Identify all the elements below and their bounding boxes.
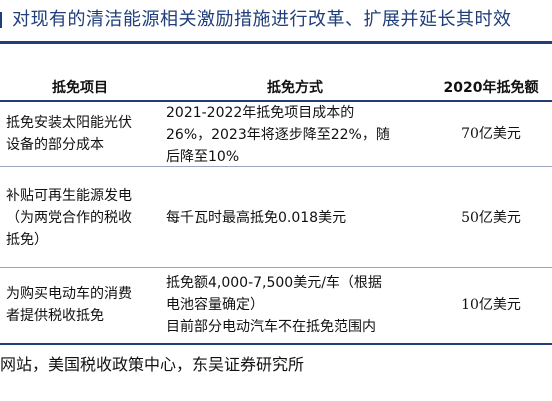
- text-line: 抵免）: [6, 232, 48, 248]
- text-line: 后降至10%: [166, 149, 240, 165]
- source-note: 网站，美国税收政策中心，东吴证券研究所: [0, 355, 305, 374]
- table-row: 补贴可再生能源发电 （为两党合作的税收 抵免） 每千瓦时最高抵免0.018美元 …: [0, 167, 552, 267]
- title-marker: [0, 12, 2, 28]
- table-title: 对现有的清洁能源相关激励措施进行改革、扩展并延长其时效: [12, 9, 512, 30]
- row2-amount: 50亿美元: [461, 210, 521, 226]
- table-header: 抵免项目 抵免方式 2020年抵免额: [0, 76, 552, 100]
- text-line: 为购买电动车的消费: [6, 286, 132, 302]
- text-line: 者提供税收抵免: [6, 308, 104, 324]
- row-separator: [0, 166, 552, 167]
- text-line: 26%，2023年将逐步降至22%，随: [166, 127, 390, 143]
- header-amount: 2020年抵免额: [443, 80, 539, 96]
- row1-amount: 70亿美元: [461, 126, 521, 142]
- text-line: 目前部分电动汽车不在抵免范围内: [166, 319, 376, 335]
- row2-item: 补贴可再生能源发电 （为两党合作的税收 抵免）: [6, 185, 158, 251]
- row3-method: 抵免额4,000-7,500美元/车（根据 电池容量确定） 目前部分电动汽车不在…: [166, 272, 420, 338]
- text-line: 设备的部分成本: [6, 137, 104, 153]
- row2-method: 每千瓦时最高抵免0.018美元: [166, 207, 420, 229]
- table-row: 抵免安装太阳能光伏 设备的部分成本 2021-2022年抵免项目成本的 26%，…: [0, 102, 552, 166]
- header-rule: [0, 100, 552, 102]
- text-line: 补贴可再生能源发电: [6, 188, 132, 204]
- text-line: 抵免额4,000-7,500美元/车（根据: [166, 275, 382, 291]
- top-rule: [0, 41, 552, 44]
- text-line: 电池容量确定）: [166, 297, 264, 313]
- row1-method: 2021-2022年抵免项目成本的 26%，2023年将逐步降至22%，随 后降…: [166, 102, 420, 168]
- table-row: 为购买电动车的消费 者提供税收抵免 抵免额4,000-7,500美元/车（根据 …: [0, 268, 552, 342]
- header-method: 抵免方式: [267, 80, 323, 96]
- title-bar: 对现有的清洁能源相关激励措施进行改革、扩展并延长其时效: [0, 0, 552, 40]
- row1-item: 抵免安装太阳能光伏 设备的部分成本: [6, 112, 158, 156]
- row3-item: 为购买电动车的消费 者提供税收抵免: [6, 283, 158, 327]
- text-line: 每千瓦时最高抵免0.018美元: [166, 210, 347, 226]
- text-line: （为两党合作的税收: [6, 210, 132, 226]
- bottom-rule: [0, 343, 552, 345]
- header-item: 抵免项目: [52, 80, 108, 96]
- text-line: 2021-2022年抵免项目成本的: [166, 105, 355, 121]
- row3-amount: 10亿美元: [461, 297, 521, 313]
- row-separator: [0, 267, 552, 268]
- text-line: 抵免安装太阳能光伏: [6, 115, 132, 131]
